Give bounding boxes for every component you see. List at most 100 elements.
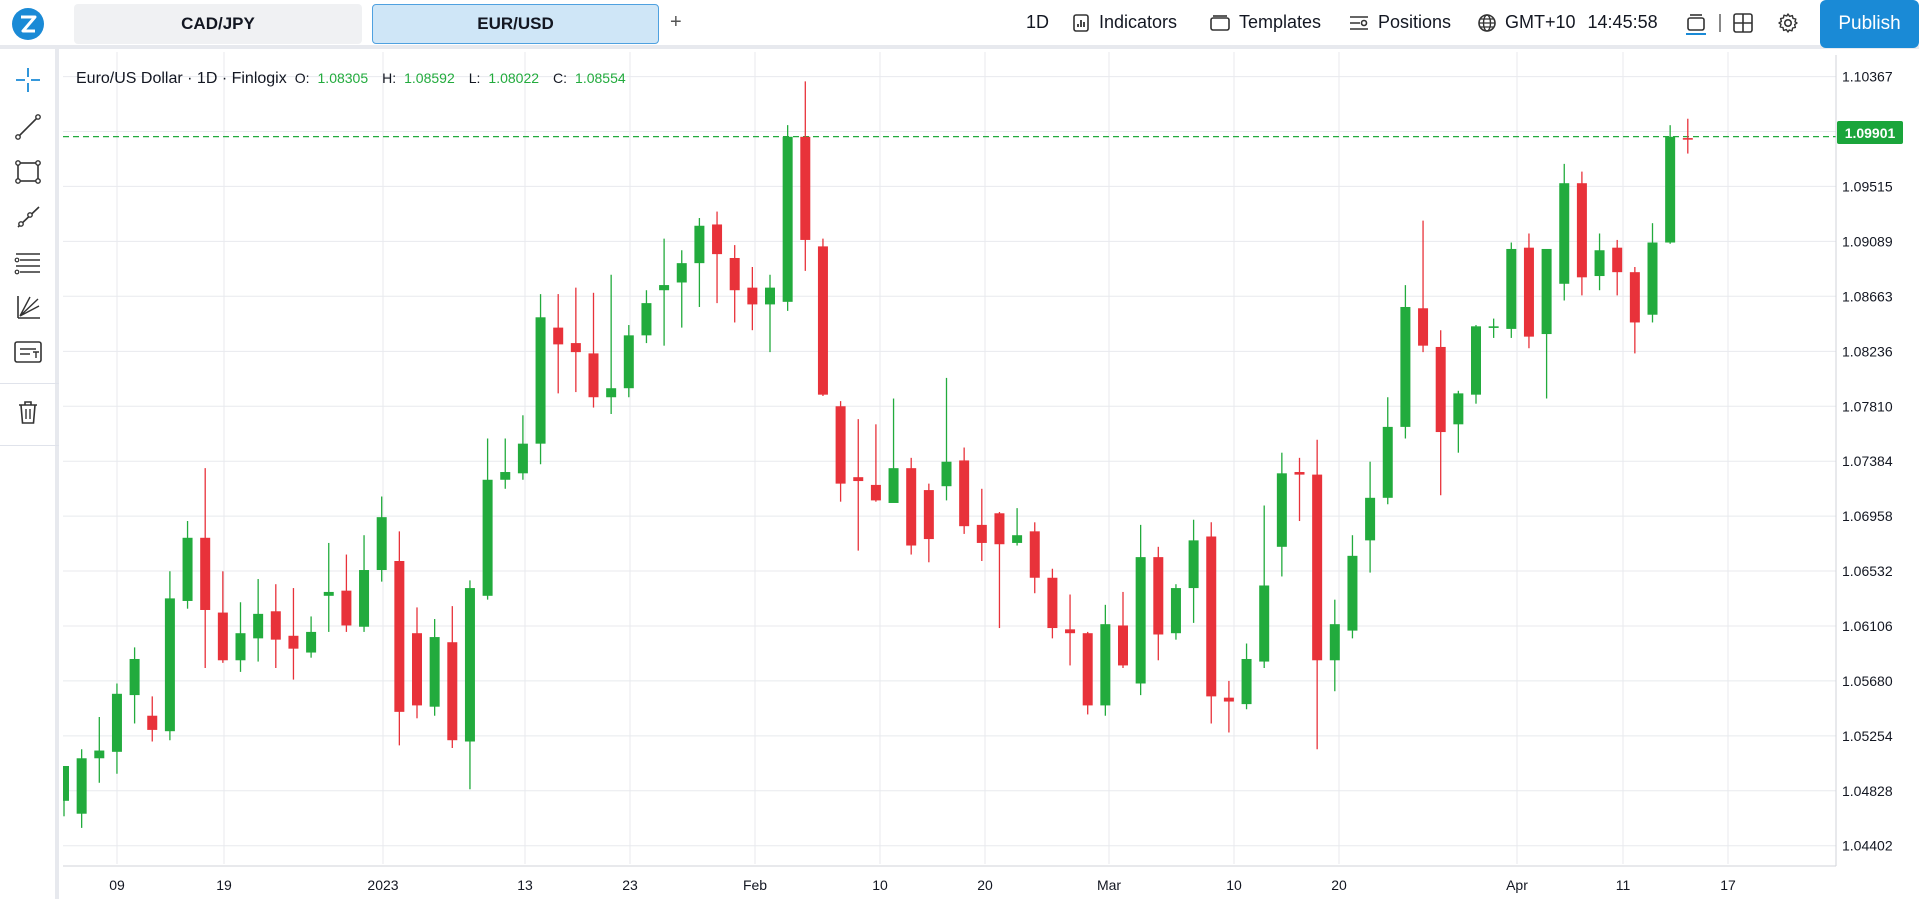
candle — [535, 294, 546, 465]
y-tick-label: 1.08236 — [1842, 343, 1893, 359]
settings-button[interactable] — [1777, 0, 1799, 45]
legend-close-value: 1.08554 — [575, 70, 626, 86]
trend-line-icon — [14, 113, 42, 146]
candle-body — [1347, 555, 1358, 631]
candle-body — [1471, 326, 1481, 395]
candle — [1576, 171, 1587, 296]
x-tick-label: Feb — [743, 877, 767, 893]
candle-body — [1100, 624, 1111, 706]
candle-body — [1612, 247, 1623, 273]
candle-body — [164, 598, 175, 732]
legend-open-value: 1.08305 — [317, 70, 369, 86]
indicators-button[interactable]: Indicators — [1071, 0, 1177, 45]
x-tick-label: 23 — [622, 877, 638, 893]
candle-body — [1418, 308, 1429, 346]
text-note-tool[interactable] — [12, 338, 44, 370]
toolbar-separator — [0, 445, 59, 446]
candle-body — [817, 246, 828, 395]
fib-retracement-tool[interactable] — [12, 248, 44, 280]
chart-legend: Euro/US Dollar · 1D · Finlogix O: 1.0830… — [76, 70, 632, 88]
candle — [1188, 519, 1199, 623]
candle — [959, 447, 970, 534]
candle-body — [359, 570, 370, 627]
rectangle-tool[interactable] — [12, 158, 44, 190]
clock-label: 14:45:58 — [1587, 12, 1658, 32]
candle — [1329, 599, 1340, 692]
y-tick-label: 1.05680 — [1842, 673, 1893, 689]
candle — [200, 468, 211, 669]
candle-body — [1135, 557, 1146, 684]
candle — [623, 325, 634, 398]
legend-open-label: O: — [294, 70, 310, 86]
candle — [1559, 163, 1570, 301]
candle — [1453, 390, 1464, 453]
interval-button[interactable]: 1D — [1026, 0, 1049, 45]
candle — [147, 696, 158, 742]
candle — [129, 647, 140, 724]
layers-button[interactable] — [1683, 0, 1709, 45]
candle — [1294, 457, 1305, 522]
timezone-button[interactable]: GMT+10 14:45:58 — [1477, 0, 1658, 45]
candle-body — [129, 658, 140, 696]
y-tick-label: 1.05254 — [1842, 728, 1893, 744]
candle — [1153, 546, 1164, 661]
y-tick-label: 1.04828 — [1842, 783, 1893, 799]
candle-body — [429, 637, 440, 707]
candle-body — [447, 642, 458, 741]
add-tab-button[interactable]: + — [670, 11, 682, 33]
y-tick-label: 1.09089 — [1842, 233, 1893, 249]
candle-body — [729, 257, 740, 291]
candle-body — [747, 287, 758, 305]
candle — [394, 531, 405, 746]
rectangle-icon — [14, 158, 42, 191]
candle-body — [1453, 393, 1464, 425]
candle-body — [694, 225, 705, 264]
candle — [217, 571, 228, 663]
positions-button[interactable]: Positions — [1348, 0, 1451, 45]
layout-grid-icon — [1732, 12, 1754, 34]
last-price-tag: 1.09901 — [1837, 121, 1903, 144]
x-tick-label: 09 — [109, 877, 125, 893]
candle-body — [1435, 346, 1446, 433]
candle — [606, 274, 617, 415]
y-tick-label: 1.07384 — [1842, 453, 1893, 469]
candle-body — [1259, 585, 1270, 662]
symbol-tab-eurusd[interactable]: EUR/USD — [372, 4, 659, 44]
candle — [1365, 461, 1376, 573]
candle — [1541, 248, 1552, 399]
candle-body — [712, 224, 723, 255]
candle — [976, 488, 987, 561]
timezone-label: GMT+10 — [1505, 12, 1576, 32]
candle-body — [1312, 474, 1323, 661]
candle — [1647, 223, 1658, 323]
candle — [429, 619, 440, 716]
layout-button[interactable] — [1732, 0, 1754, 45]
crosshair-tool[interactable] — [12, 66, 44, 98]
toolbar-divider — [1719, 14, 1721, 32]
candle-body — [270, 611, 281, 640]
legend-high-value: 1.08592 — [404, 70, 455, 86]
candle-body — [1153, 557, 1164, 635]
candle-body — [1594, 250, 1605, 277]
templates-button[interactable]: Templates — [1209, 0, 1321, 45]
candle-body — [906, 468, 917, 546]
indicators-icon — [1071, 13, 1091, 33]
candle-body — [588, 353, 599, 398]
legend-low-label: L: — [468, 70, 481, 86]
ray-tool[interactable] — [12, 203, 44, 235]
candle-body — [535, 317, 546, 444]
price-chart[interactable]: 1.103671.099411.095151.090891.086631.082… — [59, 49, 1919, 899]
app-logo-icon[interactable] — [12, 8, 44, 40]
pitchfork-tool[interactable] — [12, 293, 44, 325]
candle-body — [1329, 624, 1340, 661]
candle — [712, 211, 723, 304]
trend-line-tool[interactable] — [12, 113, 44, 145]
candle-body — [253, 613, 264, 639]
publish-button[interactable]: Publish — [1820, 0, 1919, 48]
candle — [341, 554, 352, 632]
candle — [588, 292, 599, 408]
text-note-icon — [13, 338, 43, 371]
candle — [1382, 397, 1393, 505]
delete-drawings-tool[interactable] — [12, 398, 44, 430]
symbol-tab-cadjpy[interactable]: CAD/JPY — [74, 4, 362, 44]
